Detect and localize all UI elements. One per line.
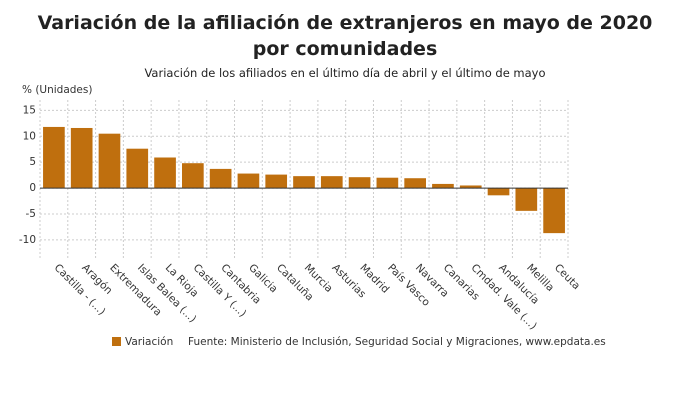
chart-subtitle: Variación de los afiliados en el último … — [144, 66, 546, 80]
bar — [293, 176, 315, 189]
bar — [432, 183, 454, 189]
bar — [487, 188, 510, 196]
legend-label: Variación — [125, 336, 173, 348]
bar — [459, 185, 482, 189]
y-tick-label: -5 — [26, 208, 36, 220]
bar — [543, 188, 565, 234]
bar — [43, 126, 65, 189]
y-tick-label: 10 — [23, 130, 36, 142]
bar — [515, 188, 538, 211]
y-tick-label: -10 — [19, 234, 36, 246]
y-tick-label: 15 — [23, 104, 36, 116]
bar — [404, 178, 426, 189]
bar — [376, 177, 399, 189]
bar — [320, 176, 343, 189]
bar — [209, 168, 232, 189]
bar — [265, 174, 288, 189]
legend-swatch — [112, 337, 121, 346]
bar — [98, 133, 121, 189]
bar — [70, 127, 93, 189]
source: Fuente: Ministerio de Inclusión, Segurid… — [188, 336, 606, 348]
chart-title: Variación de la afiliación de extranjero… — [37, 12, 653, 60]
bar — [237, 173, 260, 189]
y-axis-label: % (Unidades) — [22, 84, 92, 96]
bar — [126, 148, 149, 189]
bar — [154, 157, 176, 189]
y-tick-label: 0 — [29, 182, 36, 194]
bar — [348, 177, 371, 189]
x-tick-label: Ceuta — [552, 262, 582, 292]
y-tick-label: 5 — [29, 156, 36, 168]
bar — [182, 163, 204, 189]
